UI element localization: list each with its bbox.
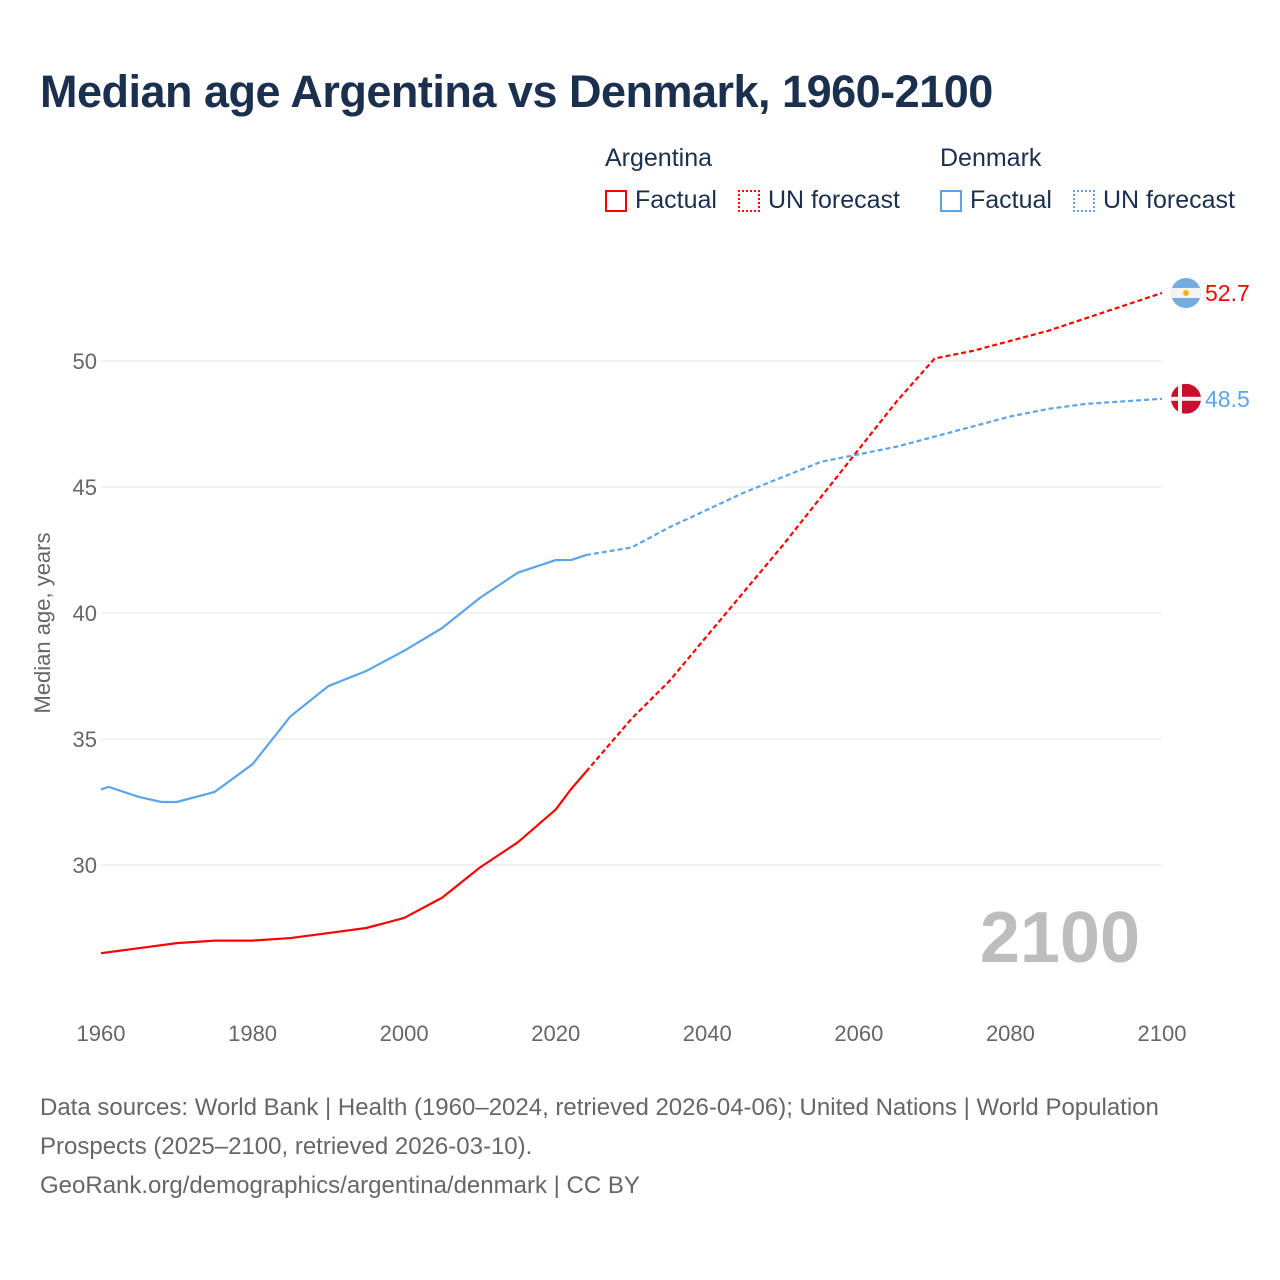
denmark-end-value: 48.5 <box>1205 386 1250 412</box>
legend-swatch-dotted <box>738 189 760 212</box>
argentina-factual-line <box>100 771 587 955</box>
legend-label: Factual <box>970 186 1052 214</box>
argentina-flag-icon <box>1171 277 1201 308</box>
denmark-factual-line <box>100 553 587 804</box>
denmark-forecast-line <box>585 397 1163 557</box>
legend-denmark-factual[interactable]: Factual <box>940 186 1052 215</box>
denmark-flag-icon <box>1171 383 1201 414</box>
argentina-forecast-line <box>585 291 1163 773</box>
x-tick-label: 2000 <box>380 1021 429 1046</box>
chart-title: Median age Argentina vs Denmark, 1960-21… <box>40 66 993 117</box>
legend-label: UN forecast <box>1103 186 1235 214</box>
y-axis-label: Median age, years <box>30 533 55 714</box>
line-chart: 30 35 40 45 50 1960 1980 2000 2020 2040 2060 2080 21… <box>30 277 1250 1046</box>
x-tick-label: 2080 <box>986 1021 1035 1046</box>
x-tick-label: 2040 <box>683 1021 732 1046</box>
x-tick-label: 2060 <box>834 1021 883 1046</box>
x-tick-label: 1960 <box>77 1021 126 1046</box>
legend-group-denmark: Denmark <box>940 144 1042 172</box>
y-tick-label: 40 <box>73 601 97 626</box>
x-tick-label: 1980 <box>228 1021 277 1046</box>
y-tick-label: 50 <box>73 349 97 374</box>
legend-swatch-solid <box>605 189 627 212</box>
y-tick-label: 30 <box>73 853 97 878</box>
x-tick-label: 2020 <box>531 1021 580 1046</box>
legend-label: Factual <box>635 186 717 214</box>
legend-group-argentina: Argentina <box>605 144 713 172</box>
year-watermark: 2100 <box>980 898 1140 978</box>
legend-argentina-factual[interactable]: Factual <box>605 186 717 215</box>
legend-swatch-dotted <box>1073 189 1095 212</box>
legend-swatch-solid <box>940 189 962 212</box>
footer: Data sources: World Bank | Health (1960–… <box>40 1088 1240 1205</box>
x-tick-label: 2100 <box>1138 1021 1187 1046</box>
data-sources: Data sources: World Bank | Health (1960–… <box>40 1094 1159 1160</box>
argentina-end-value: 52.7 <box>1205 280 1250 306</box>
y-tick-label: 45 <box>73 475 97 500</box>
y-tick-label: 35 <box>73 727 97 752</box>
legend-argentina-forecast[interactable]: UN forecast <box>738 186 900 215</box>
source-link[interactable]: GeoRank.org/demographics/argentina/denma… <box>40 1172 640 1199</box>
legend-label: UN forecast <box>768 186 900 214</box>
legend-denmark-forecast[interactable]: UN forecast <box>1073 186 1235 215</box>
